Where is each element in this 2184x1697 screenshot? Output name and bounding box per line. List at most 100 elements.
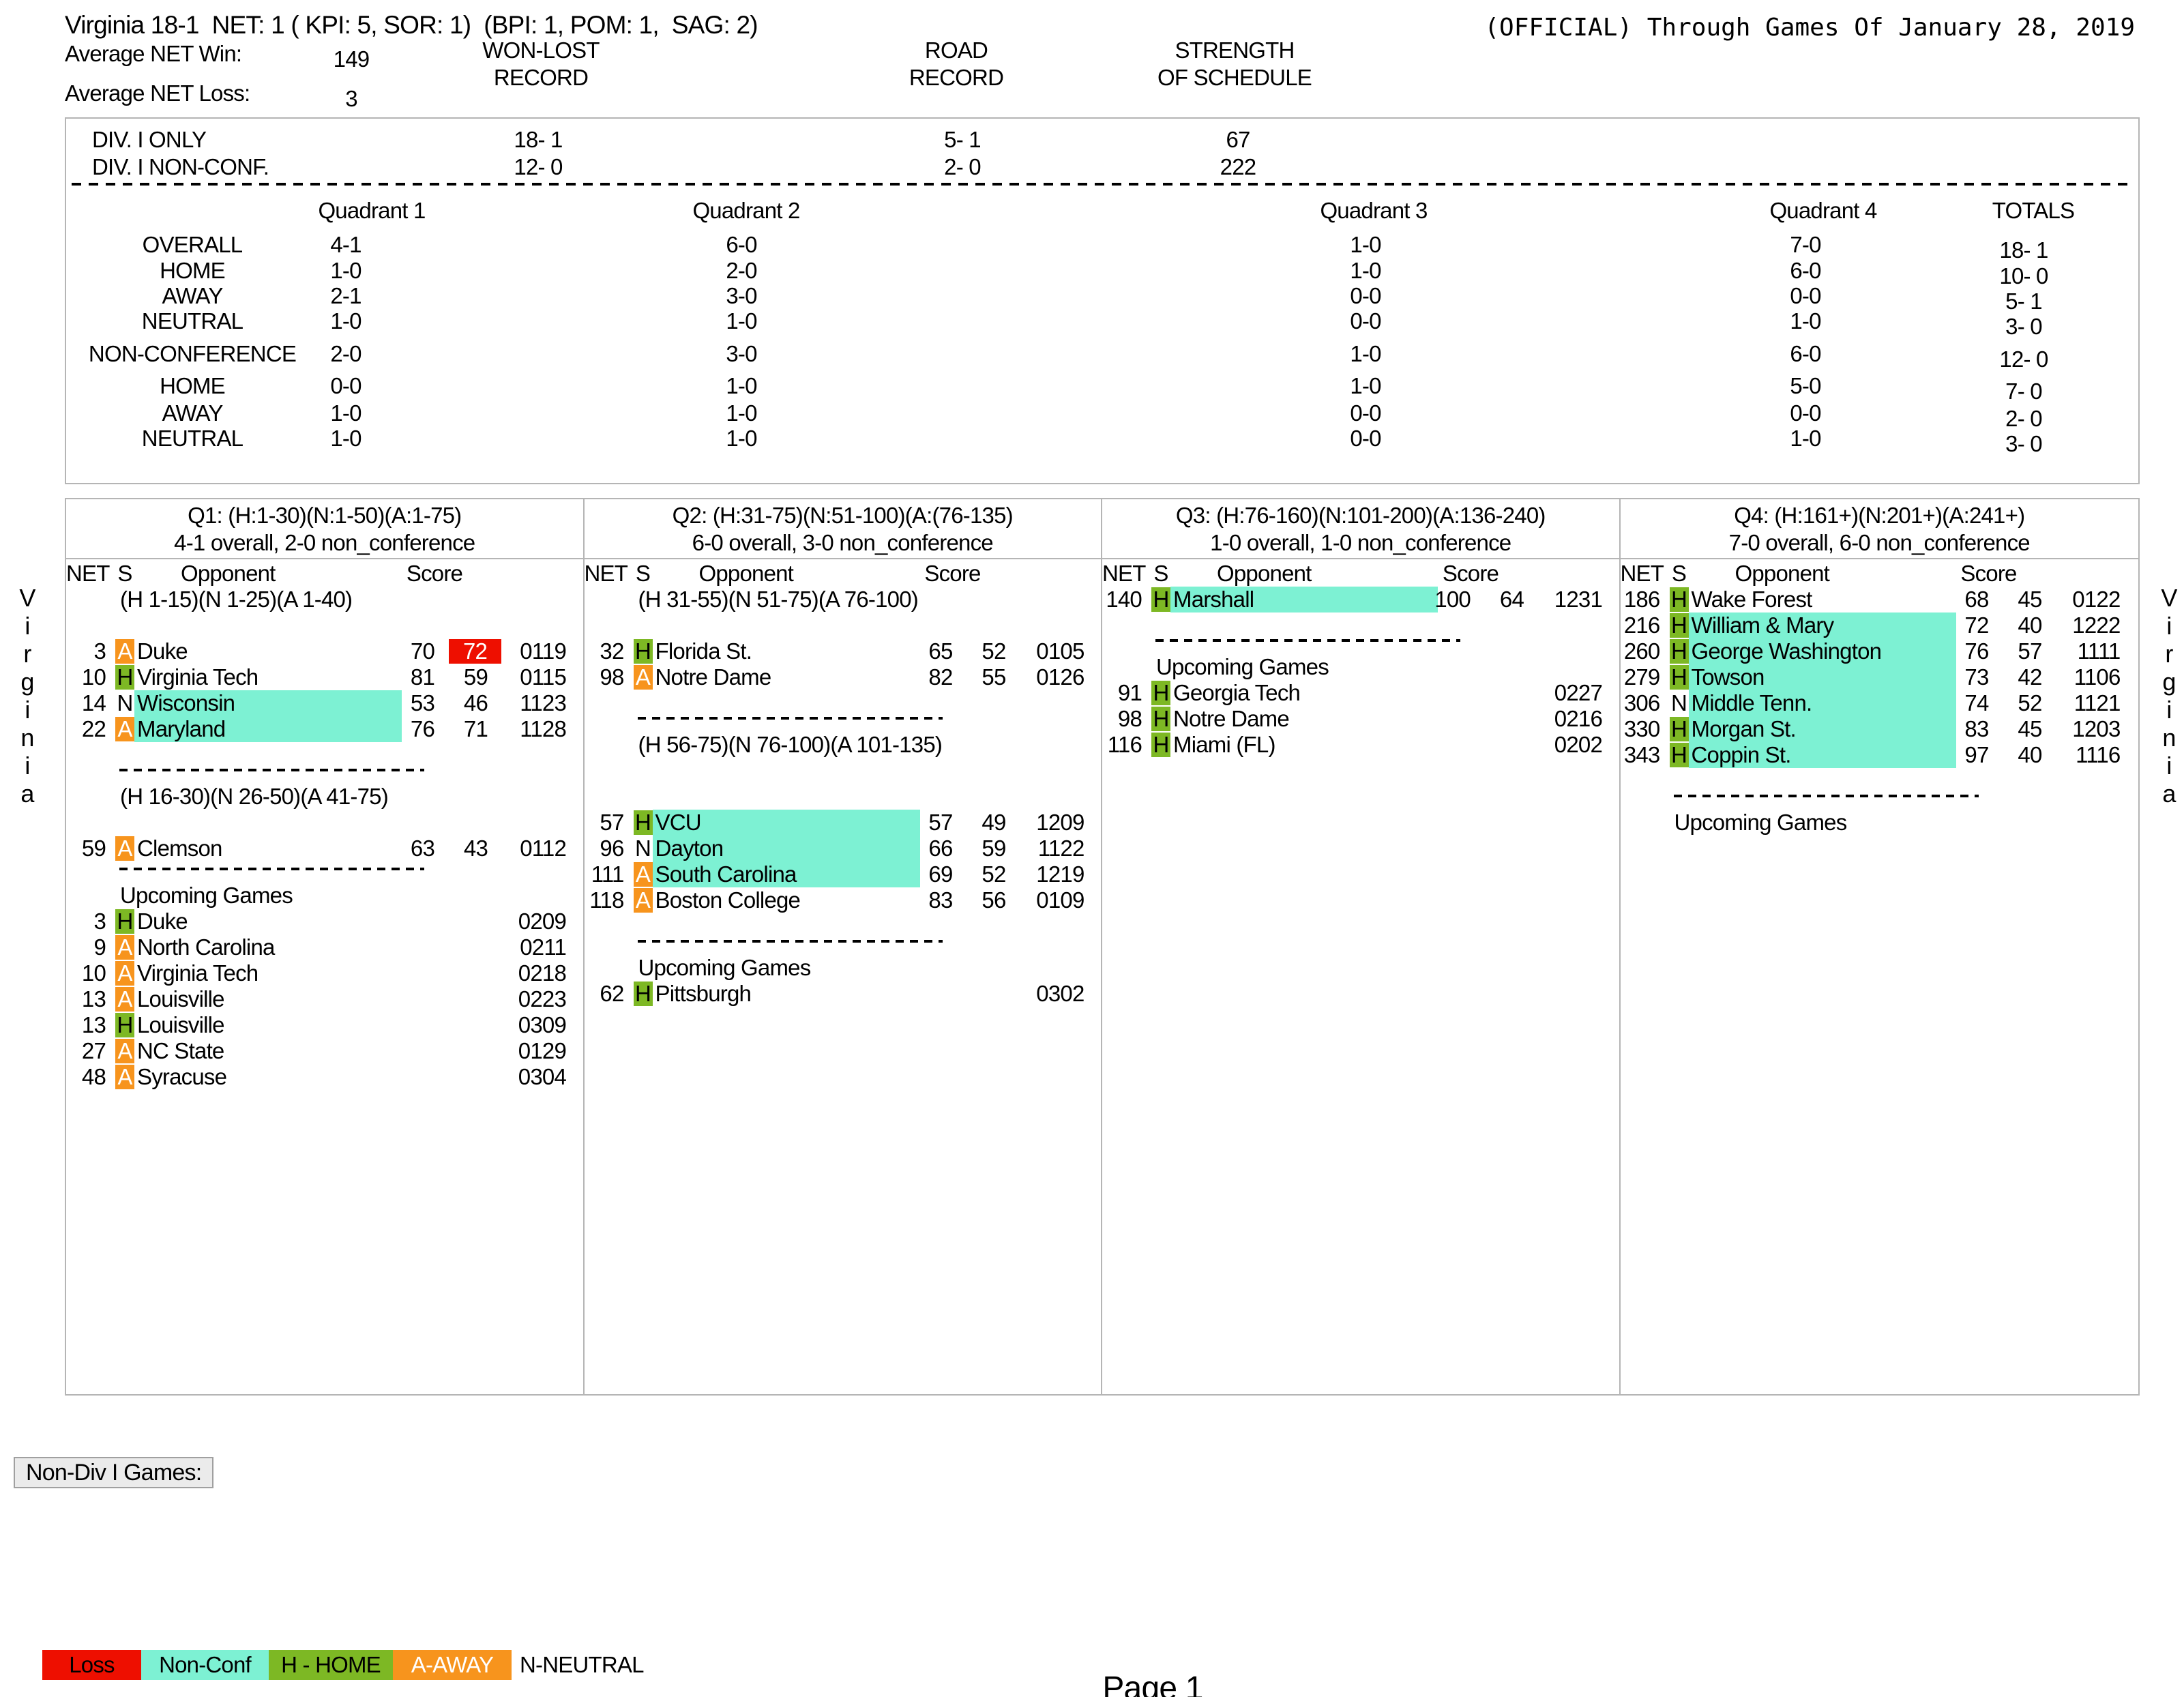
dashed-separator	[119, 769, 424, 771]
net-rank: 27	[81, 1038, 106, 1063]
opponent-name: Notre Dame	[1173, 706, 1290, 731]
summary-total: 12- 0	[1999, 346, 2048, 372]
score-loss: 55	[982, 664, 1006, 690]
game-row: 91 H Georgia Tech 0227	[1102, 680, 1619, 706]
won-lost-record-header: WON-LOST RECORD	[404, 37, 677, 91]
game-row: 27 A NC State 0129	[66, 1038, 583, 1064]
game-row: 10 A Virginia Tech 0218	[66, 960, 583, 986]
opponent-name: Virginia Tech	[137, 960, 259, 986]
opponent-name: Louisville	[137, 986, 225, 1012]
game-date: 1116	[2076, 742, 2121, 767]
site-badge: H	[1151, 707, 1170, 731]
column-header-net: NET	[584, 561, 628, 586]
game-row: 9 A North Carolina 0211	[66, 934, 583, 960]
game-date: 0112	[520, 836, 567, 861]
game-date: 1209	[1036, 810, 1084, 835]
net-rank: 111	[591, 861, 625, 887]
net-rank: 62	[600, 981, 624, 1006]
side-letter: a	[2162, 780, 2176, 808]
avg-net-win-label: Average NET Win:	[65, 41, 242, 66]
range-note: (H 1-15)(N 1-25)(A 1-40)	[120, 587, 353, 612]
game-date: 1122	[1037, 836, 1085, 861]
game-row: 13 H Louisville 0309	[66, 1012, 583, 1038]
summary-row-label: NEUTRAL	[141, 426, 244, 451]
spacer-row	[66, 742, 583, 763]
panel-header: Q2: (H:31-75)(N:51-100)(A:(76-135) 6-0 ov…	[584, 499, 1101, 559]
score-win: 97	[1964, 742, 1989, 767]
score-win: 70	[410, 638, 435, 664]
game-date: 1111	[2077, 638, 2121, 664]
opponent-name: Wake Forest	[1691, 587, 1813, 612]
site-badge: H	[1151, 733, 1170, 757]
site-badge: N	[634, 836, 651, 861]
panel-title: Q4: (H:161+)(N:201+)(A:241+)	[1734, 503, 2025, 528]
upcoming-games-label: Upcoming Games	[120, 883, 293, 908]
div-row-label: DIV. I NON-CONF.	[92, 154, 269, 179]
score-win: 53	[410, 690, 435, 715]
score-loss: 52	[982, 861, 1006, 887]
opponent-name: Virginia Tech	[137, 664, 259, 690]
quadrant-header: Quadrant 4	[1769, 198, 1877, 223]
div-row-road: 5- 1	[944, 127, 981, 152]
panel-header: Q4: (H:161+)(N:201+)(A:241+) 7-0 overall,…	[1620, 499, 2138, 559]
site-badge: A	[633, 862, 653, 887]
spacer-row	[66, 810, 583, 836]
summary-value: 1-0	[1350, 258, 1381, 283]
site-badge: H	[115, 665, 134, 690]
game-row: 13 A Louisville 0223	[66, 986, 583, 1012]
score-win: 57	[928, 810, 953, 835]
score-loss: 45	[2018, 587, 2042, 612]
game-row: 330 H Morgan St. 83 45 1203	[1621, 716, 2139, 742]
opponent-name: Notre Dame	[655, 664, 772, 690]
game-date: 0105	[1036, 638, 1084, 664]
column-header-row: NET S Opponent Score	[1102, 561, 1619, 587]
opponent-name: Morgan St.	[1688, 716, 1956, 742]
score-loss: 59	[982, 836, 1006, 861]
summary-total: 5- 1	[2005, 289, 2042, 314]
summary-total: 7- 0	[2005, 379, 2042, 404]
summary-value: 2-0	[726, 258, 757, 283]
summary-value: 1-0	[1350, 373, 1381, 398]
score-loss: 71	[463, 716, 488, 741]
net-rank: 3	[93, 909, 106, 934]
dashed-separator-row	[1621, 795, 2139, 810]
side-letter: r	[23, 640, 31, 668]
summary-value: 1-0	[330, 426, 361, 451]
panel-record: 7-0 overall, 6-0 non_conference	[1728, 530, 2031, 555]
range-note-row: (H 1-15)(N 1-25)(A 1-40)	[66, 587, 583, 613]
opponent-name: Pittsburgh	[655, 981, 752, 1006]
game-row: 22 A Maryland 76 71 1128	[66, 716, 583, 742]
net-rank: 14	[81, 690, 106, 715]
score-loss: 42	[2018, 664, 2042, 690]
game-date: 1203	[2072, 716, 2121, 741]
net-rank: 22	[81, 716, 106, 741]
dashed-separator	[637, 717, 943, 720]
site-badge: H	[1669, 665, 1689, 690]
summary-total: 18- 1	[1999, 237, 2048, 263]
summary-value: 1-0	[330, 400, 361, 426]
game-row: 306 N Middle Tenn. 74 52 1121	[1621, 690, 2139, 716]
side-letter: i	[25, 752, 30, 780]
game-row: 96 N Dayton 66 59 1122	[585, 836, 1102, 861]
won-lost-line2: RECORD	[493, 65, 589, 90]
site-badge: H	[115, 909, 134, 934]
div-row-label: DIV. I ONLY	[92, 127, 207, 152]
won-lost-line1: WON-LOST	[482, 38, 600, 63]
net-rank: 59	[81, 836, 106, 861]
panel-body: NET S Opponent Score (H 1-15)(N 1-25)(A 1-40…	[66, 559, 583, 1090]
game-date: 0119	[520, 638, 567, 664]
quadrant-panel: Q4: (H:161+)(N:201+)(A:241+) 7-0 overall,…	[1620, 499, 2139, 1394]
site-badge: A	[115, 935, 134, 960]
panel-record: 4-1 overall, 2-0 non_conference	[174, 530, 475, 555]
legend-item: Loss	[42, 1650, 141, 1680]
dashed-divider	[72, 183, 2133, 186]
net-rank: 98	[1117, 706, 1142, 731]
score-win: 83	[1964, 716, 1989, 741]
score-loss: 40	[2018, 742, 2042, 767]
game-date: 0115	[520, 664, 567, 690]
opponent-name: South Carolina	[652, 861, 920, 887]
game-date: 1219	[1036, 861, 1084, 887]
